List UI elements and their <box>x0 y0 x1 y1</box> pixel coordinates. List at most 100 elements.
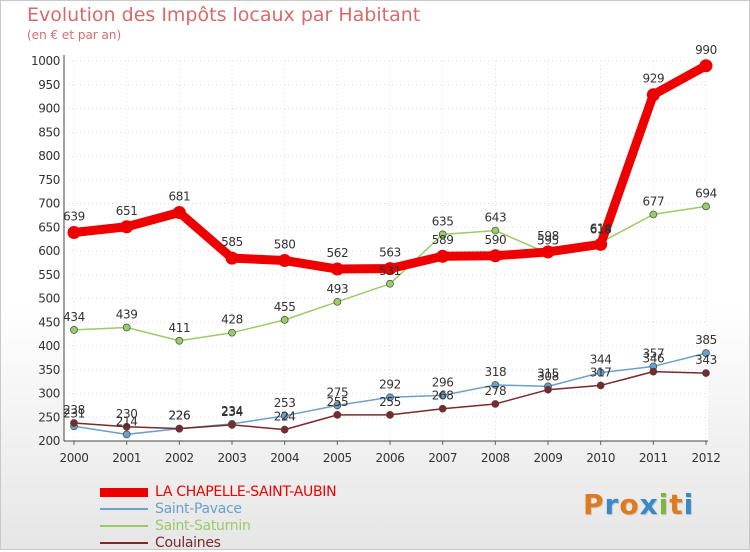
y-tick-label: 1000 <box>31 54 60 68</box>
legend-label: Saint-Saturnin <box>155 518 251 534</box>
data-point-saint-pavace <box>333 401 342 410</box>
data-label-saint-saturnin: 434 <box>63 310 85 324</box>
x-tick-label: 2012 <box>692 451 721 465</box>
proxiti-logo: Proxiti <box>583 488 695 521</box>
data-label-saint-pavace: 253 <box>274 396 296 410</box>
data-labels: 231 214 226 234 253 275 292 296 318 315 344 357 385 4… <box>63 43 717 429</box>
data-point-la-chapelle-saint-aubin <box>383 262 397 276</box>
data-label-saint-saturnin: 635 <box>432 214 454 228</box>
data-label-coulaines: 234 <box>221 405 243 419</box>
data-point-la-chapelle-saint-aubin <box>278 254 292 267</box>
data-label-la-chapelle-saint-aubin: 589 <box>432 233 454 247</box>
data-label-coulaines: 224 <box>274 410 296 424</box>
data-point-saint-pavace <box>438 391 447 400</box>
data-label-saint-saturnin: 618 <box>590 222 612 236</box>
data-label-saint-saturnin: 677 <box>642 194 664 208</box>
data-point-la-chapelle-saint-aubin <box>225 251 239 265</box>
data-point-coulaines <box>649 367 658 376</box>
y-tick-label: 600 <box>38 244 60 258</box>
data-label-saint-pavace: 357 <box>642 346 664 360</box>
data-label-coulaines: 238 <box>63 403 85 417</box>
data-point-coulaines <box>491 400 500 408</box>
data-label-saint-saturnin: 455 <box>274 300 296 314</box>
data-label-coulaines: 278 <box>484 384 506 398</box>
y-tick-label: 800 <box>38 149 60 163</box>
y-tick-label: 750 <box>38 173 60 187</box>
data-point-saint-saturnin <box>228 328 236 337</box>
data-label-la-chapelle-saint-aubin: 580 <box>274 238 296 252</box>
data-point-saint-saturnin <box>122 323 131 332</box>
x-tick-label: 2005 <box>323 451 352 465</box>
data-label-coulaines: 343 <box>695 353 717 367</box>
y-tick-labels: 200 250 300 350 400 450 500 550 600 650 700 750 800 8… <box>31 54 60 448</box>
data-point-coulaines <box>438 404 447 413</box>
x-tick-label: 2002 <box>165 451 194 465</box>
data-label-saint-pavace: 296 <box>432 375 454 389</box>
data-point-saint-saturnin <box>702 202 710 211</box>
data-point-la-chapelle-saint-aubin <box>541 245 555 259</box>
data-label-saint-pavace: 315 <box>537 366 559 380</box>
series-points <box>67 59 713 439</box>
data-label-coulaines: 226 <box>168 409 190 423</box>
x-tick-label: 2010 <box>586 451 615 465</box>
data-point-saint-saturnin <box>386 279 394 288</box>
y-tick-label: 400 <box>38 339 60 353</box>
data-label-saint-pavace: 214 <box>116 414 138 428</box>
data-label-coulaines: 255 <box>379 395 401 409</box>
data-label-saint-pavace: 318 <box>484 365 506 379</box>
y-tick-label: 300 <box>38 387 60 401</box>
data-point-la-chapelle-saint-aubin <box>436 249 450 263</box>
data-point-saint-pavace <box>702 349 710 357</box>
data-label-saint-pavace: 292 <box>379 377 401 391</box>
data-point-saint-saturnin <box>333 297 342 306</box>
x-tick-label: 2011 <box>639 451 668 465</box>
y-tick-label: 350 <box>38 363 60 377</box>
data-point-coulaines <box>333 411 342 419</box>
data-label-saint-saturnin: 439 <box>116 307 138 321</box>
data-label-la-chapelle-saint-aubin: 614 <box>590 221 612 235</box>
data-point-saint-pavace <box>280 411 289 420</box>
data-point-coulaines <box>702 369 710 377</box>
data-label-la-chapelle-saint-aubin: 590 <box>484 233 506 247</box>
data-point-coulaines <box>544 385 552 394</box>
data-label-la-chapelle-saint-aubin: 639 <box>63 209 85 223</box>
legend-label: Coulaines <box>155 535 221 551</box>
data-label-saint-pavace: 275 <box>326 385 348 399</box>
data-point-saint-saturnin <box>280 316 289 324</box>
y-tick-label: 900 <box>38 102 60 116</box>
data-point-la-chapelle-saint-aubin <box>330 262 344 276</box>
data-point-saint-saturnin <box>70 326 78 334</box>
data-label-coulaines: 268 <box>432 389 454 403</box>
x-tick-labels: 2000 2001 2002 2003 2004 2005 2006 2007 2008 2009… <box>60 451 721 465</box>
data-label-saint-saturnin: 595 <box>537 233 559 247</box>
y-tick-label: 550 <box>38 268 60 282</box>
x-tick-label: 2003 <box>218 451 247 465</box>
x-tick-label: 2007 <box>428 451 457 465</box>
data-point-saint-saturnin <box>175 336 184 345</box>
data-point-coulaines <box>280 425 289 434</box>
data-label-coulaines: 255 <box>326 395 348 409</box>
legend-swatch <box>100 487 148 497</box>
data-point-coulaines <box>386 411 394 419</box>
data-point-la-chapelle-saint-aubin <box>646 88 660 102</box>
data-point-la-chapelle-saint-aubin <box>172 206 186 220</box>
data-label-la-chapelle-saint-aubin: 562 <box>326 246 348 260</box>
legend-label: Saint-Pavace <box>155 501 242 517</box>
data-label-saint-saturnin: 493 <box>326 282 348 296</box>
data-point-la-chapelle-saint-aubin <box>488 249 502 263</box>
data-label-saint-saturnin: 694 <box>695 186 717 200</box>
data-point-la-chapelle-saint-aubin <box>594 237 608 251</box>
y-tick-label: 700 <box>38 197 60 211</box>
data-label-saint-pavace: 226 <box>168 409 190 423</box>
data-label-la-chapelle-saint-aubin: 585 <box>221 235 243 249</box>
y-tick-label: 850 <box>38 125 60 139</box>
data-label-saint-pavace: 234 <box>221 404 243 418</box>
data-point-la-chapelle-saint-aubin <box>699 59 713 73</box>
data-label-la-chapelle-saint-aubin: 681 <box>168 190 190 204</box>
data-point-la-chapelle-saint-aubin <box>120 220 134 234</box>
data-label-la-chapelle-saint-aubin: 929 <box>642 72 664 86</box>
data-label-saint-pavace: 231 <box>63 406 85 420</box>
data-point-saint-saturnin <box>491 226 500 235</box>
data-point-saint-saturnin <box>438 230 447 239</box>
